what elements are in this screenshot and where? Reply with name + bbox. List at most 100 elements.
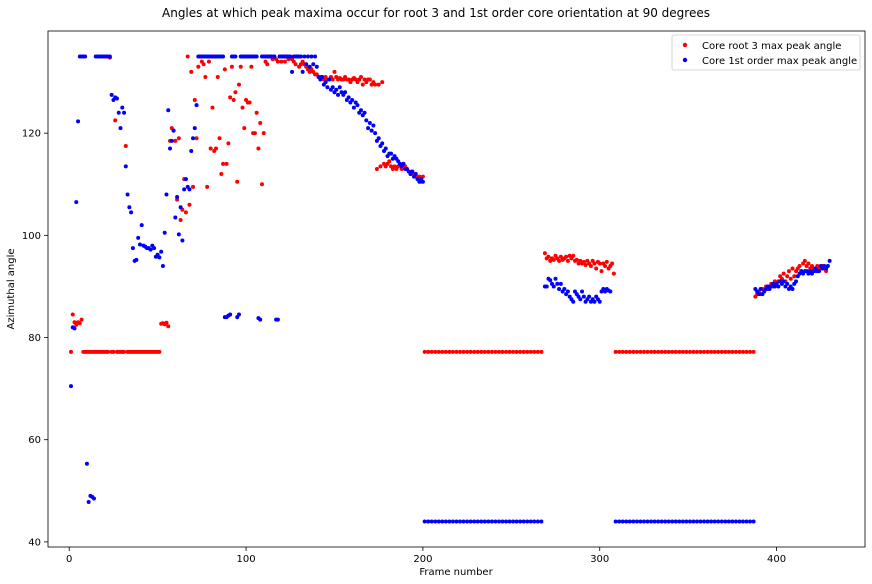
x-tick-label: 200 <box>413 554 432 565</box>
data-point <box>698 349 703 354</box>
data-point <box>288 54 293 59</box>
data-point <box>461 519 466 524</box>
data-point <box>785 281 790 286</box>
data-point <box>164 320 169 325</box>
data-point <box>641 349 646 354</box>
data-point <box>443 349 448 354</box>
data-point <box>482 519 487 524</box>
legend-marker-first-order <box>682 57 688 63</box>
data-point <box>436 349 441 354</box>
data-point <box>369 128 374 133</box>
data-point <box>373 131 378 136</box>
data-point <box>514 349 519 354</box>
data-point <box>233 90 238 95</box>
y-tick-label: 120 <box>22 129 41 140</box>
data-point <box>420 179 425 184</box>
data-point <box>553 276 558 281</box>
data-point <box>350 97 355 102</box>
data-point <box>740 519 745 524</box>
data-point <box>183 177 188 182</box>
data-point <box>203 74 208 79</box>
data-point <box>127 205 132 210</box>
data-point <box>785 274 790 279</box>
data-point <box>83 54 88 59</box>
data-point <box>608 289 613 294</box>
data-point <box>525 349 530 354</box>
plot-area <box>47 30 866 548</box>
data-point <box>189 69 194 74</box>
data-point <box>794 279 799 284</box>
data-point <box>236 82 241 87</box>
data-point <box>645 349 650 354</box>
data-point <box>539 519 544 524</box>
data-point <box>91 496 96 501</box>
data-point <box>528 349 533 354</box>
data-point <box>461 349 466 354</box>
data-point <box>254 54 259 59</box>
data-point <box>507 349 512 354</box>
data-point <box>528 519 533 524</box>
data-point <box>613 519 618 524</box>
data-point <box>677 519 682 524</box>
data-point <box>330 77 335 82</box>
data-point <box>76 119 81 124</box>
data-point <box>259 182 264 187</box>
data-point <box>413 172 418 177</box>
data-point <box>709 519 714 524</box>
data-point <box>748 349 753 354</box>
data-point <box>159 249 164 254</box>
data-point <box>649 519 654 524</box>
data-point <box>160 264 165 269</box>
data-point <box>684 349 689 354</box>
data-point <box>359 74 364 79</box>
data-point <box>106 349 111 354</box>
data-point <box>716 519 721 524</box>
data-point <box>152 246 157 251</box>
data-point <box>192 97 197 102</box>
data-point <box>447 519 452 524</box>
data-point <box>562 287 567 291</box>
data-point <box>737 349 742 354</box>
data-point <box>558 281 563 286</box>
data-point <box>173 215 178 220</box>
data-point <box>168 146 173 151</box>
data-point <box>730 349 735 354</box>
data-point <box>305 54 310 59</box>
data-point <box>114 96 119 101</box>
y-tick-label: 40 <box>28 537 41 548</box>
legend: Core root 3 max peak angle Core 1st orde… <box>671 34 861 71</box>
data-point <box>258 317 263 322</box>
data-point <box>68 349 73 354</box>
data-point <box>597 299 602 304</box>
data-point <box>493 519 498 524</box>
data-point <box>367 120 372 125</box>
data-point <box>378 164 383 169</box>
data-point <box>70 312 75 317</box>
data-point <box>454 519 459 524</box>
data-point <box>551 284 556 289</box>
y-axis: 40 60 80 100 120 <box>22 129 48 548</box>
data-point <box>426 349 431 354</box>
data-point <box>486 349 491 354</box>
data-point <box>680 519 685 524</box>
data-point <box>532 349 537 354</box>
data-point <box>258 120 263 125</box>
data-point <box>604 259 609 264</box>
data-point <box>641 519 646 524</box>
data-point <box>486 519 491 524</box>
data-point <box>493 349 498 354</box>
data-point <box>332 69 337 74</box>
data-point <box>215 74 220 79</box>
data-point <box>194 103 199 108</box>
data-point <box>624 349 629 354</box>
data-point <box>709 349 714 354</box>
data-point <box>180 238 185 243</box>
data-point <box>482 349 487 354</box>
data-point <box>450 519 455 524</box>
series-first-order <box>68 54 832 524</box>
points-layer <box>68 54 832 524</box>
data-point <box>472 519 477 524</box>
data-point <box>293 62 298 67</box>
data-point <box>581 294 586 299</box>
x-tick-label: 100 <box>237 554 256 565</box>
